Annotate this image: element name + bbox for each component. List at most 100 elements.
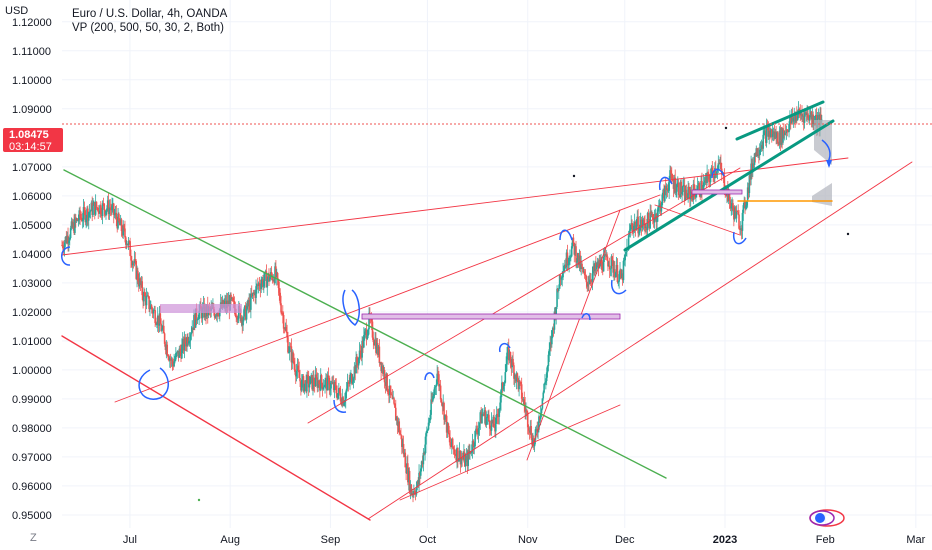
candle-body (139, 278, 142, 285)
candle-body (752, 163, 754, 173)
candle-body (79, 210, 81, 218)
candle-body (395, 417, 398, 421)
candle-body (112, 203, 114, 206)
candle-body (281, 312, 283, 314)
candle-body (518, 381, 520, 390)
candle-body (481, 414, 483, 424)
candle-body (290, 346, 293, 363)
candle-body (282, 315, 285, 329)
candle-body (240, 317, 243, 322)
x-tick-label: Dec (615, 534, 635, 546)
candle-body (256, 284, 259, 287)
candle-body (670, 170, 672, 174)
candle-body (301, 376, 304, 380)
candle-body (727, 188, 729, 201)
candle-body (508, 351, 511, 361)
marker-nov-high (498, 342, 511, 353)
drawings-group (61, 100, 913, 521)
indicator-legend[interactable]: VP (200, 500, 50, 30, 2, Both) (72, 22, 224, 34)
candle-body (677, 182, 680, 195)
y-tick-label: 1.09000 (12, 104, 52, 116)
candle-body (725, 193, 727, 196)
candle-body (555, 306, 557, 318)
candle-body (652, 219, 655, 223)
tradingview-logo[interactable] (809, 509, 845, 527)
candle-body (381, 365, 383, 372)
candle-body (495, 417, 497, 432)
candle-body (665, 188, 668, 191)
candle-body (669, 170, 671, 181)
candle-body (192, 327, 194, 330)
candle-body (783, 130, 785, 135)
candle-body (466, 455, 469, 467)
candle-body (380, 361, 382, 372)
candle-body (330, 382, 332, 389)
candle-body (507, 346, 510, 361)
candle-body (128, 241, 131, 242)
candle-body (250, 293, 252, 310)
candle-body (173, 361, 175, 367)
chart-title[interactable]: Euro / U.S. Dollar, 4h, OANDA (72, 8, 228, 20)
candle-body (807, 113, 809, 118)
candle-body (217, 312, 219, 316)
time-axis[interactable]: Jul Aug Sep Oct Nov Dec 2023 Feb Mar (123, 534, 926, 546)
candle-body (197, 318, 200, 320)
candle-body (450, 445, 452, 448)
candle-body (511, 358, 514, 368)
price-axis[interactable]: 1.12000 1.11000 1.10000 1.09000 1.07000 1.060… (12, 17, 52, 522)
marker-dec-high (658, 176, 673, 191)
vp-block-lower (812, 183, 832, 206)
candle-body (419, 468, 422, 476)
candle-body (709, 174, 712, 183)
x-tick-label: Sep (321, 534, 341, 546)
candle-body (191, 327, 194, 333)
candle-body (715, 171, 718, 175)
candle-body (670, 173, 673, 180)
candle-body (794, 114, 796, 122)
candle-body (768, 130, 771, 137)
candle-body (591, 273, 594, 282)
candle-body (796, 113, 798, 121)
candle-body (531, 438, 533, 445)
candle-body (568, 257, 570, 264)
zoom-button[interactable]: Z (30, 532, 37, 544)
candle-body (701, 180, 703, 193)
marker-jan-low (732, 231, 747, 245)
candle-body (321, 383, 324, 390)
candle-body (175, 353, 177, 360)
candle-body (570, 246, 573, 257)
candle-body (104, 209, 106, 215)
candle-body (124, 228, 126, 238)
candle-body (232, 300, 235, 302)
candle-body (688, 186, 690, 190)
candle-body (110, 208, 112, 211)
candle-body (800, 113, 802, 116)
candle-body (439, 385, 442, 400)
candle-body (216, 312, 219, 317)
candle-body (379, 361, 382, 363)
candle-body (383, 369, 386, 383)
candle-body (552, 327, 555, 330)
candle-body (471, 440, 474, 452)
candle-body (384, 382, 387, 386)
candle-body (325, 377, 328, 391)
y-tick-label: 1.00000 (12, 365, 52, 377)
candle-body (743, 200, 746, 206)
candle-body (274, 266, 276, 284)
candle-body (747, 187, 750, 194)
candle-body (186, 336, 188, 347)
candle-body (100, 214, 103, 216)
candle-body (757, 154, 759, 156)
candle-body (759, 149, 762, 150)
candle-body (179, 348, 181, 352)
candle-body (167, 355, 169, 358)
candle-body (434, 386, 437, 388)
candle-body (296, 365, 299, 371)
candle-body (368, 312, 370, 330)
candle-body (574, 246, 576, 255)
candle-body (486, 417, 488, 419)
trendline-green-descending (63, 169, 667, 479)
candle-body (463, 452, 466, 467)
candle-body (754, 153, 757, 157)
